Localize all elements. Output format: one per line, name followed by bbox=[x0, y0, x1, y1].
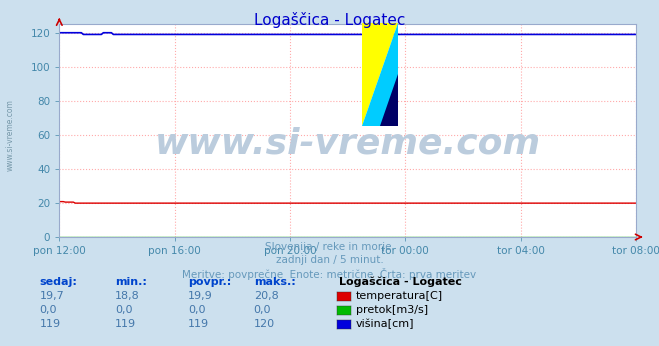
Text: pretok[m3/s]: pretok[m3/s] bbox=[356, 305, 428, 315]
Text: 0,0: 0,0 bbox=[188, 305, 206, 315]
Text: sedaj:: sedaj: bbox=[40, 277, 77, 288]
Text: 0,0: 0,0 bbox=[115, 305, 133, 315]
Text: 0,0: 0,0 bbox=[254, 305, 272, 315]
Polygon shape bbox=[380, 74, 398, 126]
Text: višina[cm]: višina[cm] bbox=[356, 319, 415, 329]
Text: Logaščica - Logatec: Logaščica - Logatec bbox=[339, 277, 462, 288]
Text: www.si-vreme.com: www.si-vreme.com bbox=[155, 126, 540, 161]
Text: 119: 119 bbox=[115, 319, 136, 329]
Text: min.:: min.: bbox=[115, 277, 147, 288]
Text: temperatura[C]: temperatura[C] bbox=[356, 291, 443, 301]
Polygon shape bbox=[362, 22, 398, 126]
Text: www.si-vreme.com: www.si-vreme.com bbox=[5, 99, 14, 171]
Text: maks.:: maks.: bbox=[254, 277, 295, 288]
Text: 120: 120 bbox=[254, 319, 275, 329]
Text: Meritve: povprečne  Enote: metrične  Črta: prva meritev: Meritve: povprečne Enote: metrične Črta:… bbox=[183, 268, 476, 280]
Text: 0,0: 0,0 bbox=[40, 305, 57, 315]
Text: 119: 119 bbox=[188, 319, 209, 329]
Text: 19,7: 19,7 bbox=[40, 291, 65, 301]
Text: Slovenija / reke in morje.: Slovenija / reke in morje. bbox=[264, 242, 395, 252]
Text: 19,9: 19,9 bbox=[188, 291, 213, 301]
Text: povpr.:: povpr.: bbox=[188, 277, 231, 288]
Text: 20,8: 20,8 bbox=[254, 291, 279, 301]
Polygon shape bbox=[362, 22, 398, 126]
Text: 18,8: 18,8 bbox=[115, 291, 140, 301]
Text: zadnji dan / 5 minut.: zadnji dan / 5 minut. bbox=[275, 255, 384, 265]
Text: 119: 119 bbox=[40, 319, 61, 329]
Text: Logaščica - Logatec: Logaščica - Logatec bbox=[254, 12, 405, 28]
